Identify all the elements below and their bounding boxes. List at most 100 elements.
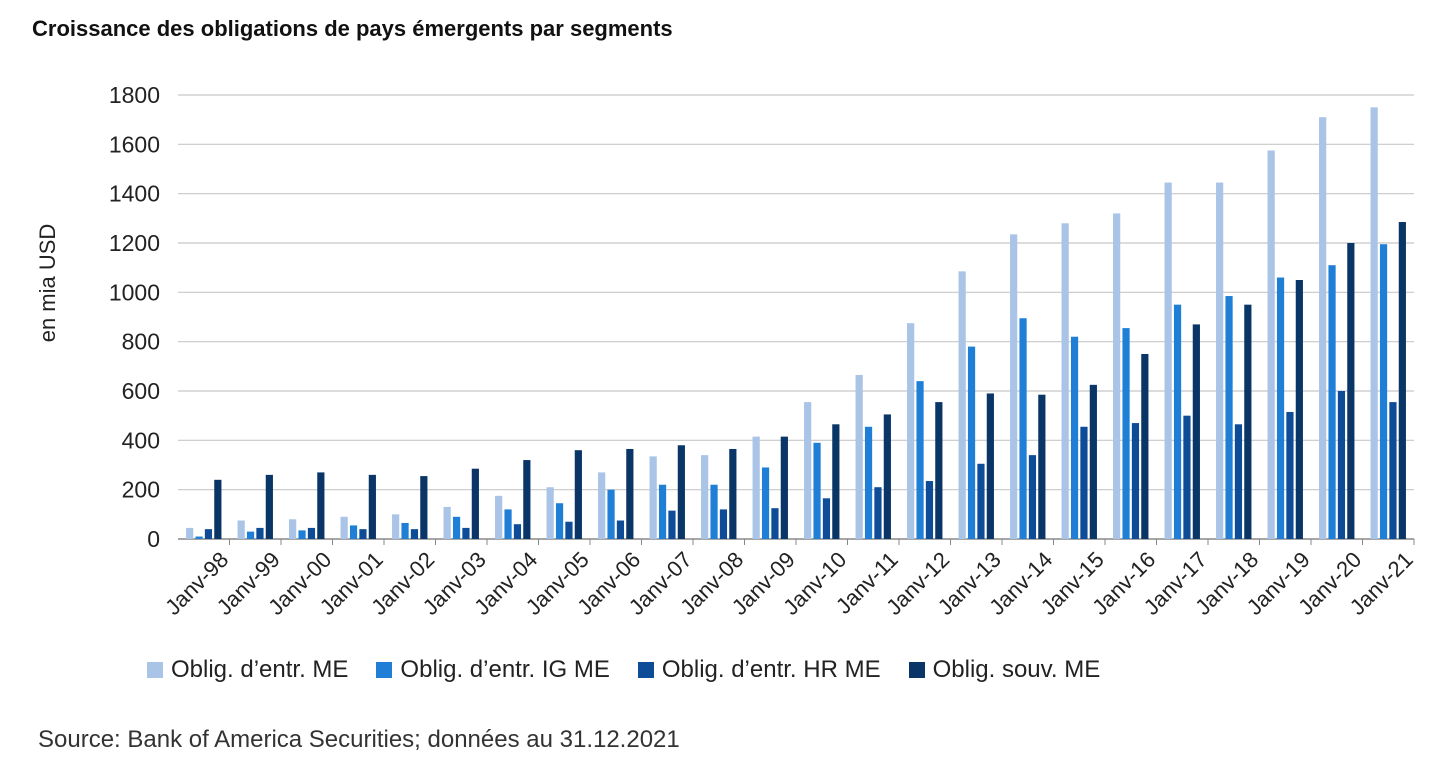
bar <box>1122 328 1130 539</box>
bar <box>265 474 273 539</box>
bar <box>1276 277 1285 539</box>
y-tick-label: 1000 <box>109 279 160 305</box>
legend-label: Oblig. souv. ME <box>932 656 1101 683</box>
legend: Oblig. d’entr. ME Oblig. d’entr. IG ME Obl… <box>147 656 1128 684</box>
bar <box>967 346 976 539</box>
bar <box>1244 304 1252 539</box>
bar <box>452 516 461 539</box>
bar <box>986 393 994 539</box>
source-note: Source: Bank of America Securities; donn… <box>38 726 680 753</box>
bar <box>710 484 718 539</box>
bar <box>392 514 400 539</box>
bar <box>555 503 564 539</box>
y-tick-label: 1600 <box>109 131 160 157</box>
legend-label: Oblig. d’entr. ME <box>171 656 349 683</box>
bar <box>1286 411 1294 539</box>
bar <box>495 495 503 539</box>
bar <box>307 527 316 539</box>
bar <box>1019 318 1027 539</box>
bar <box>195 536 203 539</box>
bar <box>1216 182 1224 540</box>
bar <box>864 426 873 539</box>
bar <box>1131 423 1140 539</box>
bar <box>822 498 831 539</box>
bar <box>1379 244 1388 539</box>
bar <box>1038 394 1046 539</box>
gridlines <box>178 94 1414 540</box>
bar <box>677 445 685 539</box>
bar <box>1192 324 1200 539</box>
bar <box>246 531 255 539</box>
legend-item: Oblig. souv. ME <box>908 656 1101 684</box>
bar <box>1319 117 1327 539</box>
bar <box>546 487 554 539</box>
bar <box>462 527 470 539</box>
bar <box>874 487 882 539</box>
bar <box>907 323 915 539</box>
bar <box>761 467 770 539</box>
bar <box>958 271 966 539</box>
bar <box>1370 107 1378 539</box>
bar <box>1398 222 1406 540</box>
legend-item: Oblig. d’entr. ME <box>147 656 348 684</box>
bar <box>1267 150 1275 539</box>
bar <box>1080 426 1088 539</box>
bar <box>1389 402 1397 539</box>
bar <box>1183 415 1191 539</box>
y-tick-label: 0 <box>147 526 160 552</box>
legend-swatch <box>376 662 393 678</box>
legend-item: Oblig. d’entr. IG ME <box>376 656 610 684</box>
bar <box>1010 234 1018 539</box>
bar <box>977 463 985 539</box>
bar <box>256 527 264 539</box>
bar <box>719 509 728 539</box>
bar <box>298 530 306 539</box>
legend-swatch <box>147 662 163 678</box>
legend-item: Oblig. d’entr. HR ME <box>637 656 881 684</box>
bar <box>729 448 737 539</box>
bar <box>832 424 840 539</box>
bar <box>925 481 934 539</box>
bar <box>443 506 451 539</box>
bar <box>340 516 348 539</box>
bar <box>626 448 634 539</box>
bar <box>1164 182 1172 540</box>
bar <box>1234 424 1243 539</box>
y-tick-label: 400 <box>122 427 160 453</box>
bar <box>1089 384 1097 539</box>
bar <box>855 374 863 539</box>
bar <box>1295 280 1303 539</box>
legend-swatch <box>908 662 925 678</box>
bar <box>804 402 812 539</box>
bar <box>513 524 522 539</box>
legend-label: Oblig. d’entr. IG ME <box>400 656 610 683</box>
bars <box>186 107 1406 540</box>
chart-title: Croissance des obligations de pays émerg… <box>32 16 673 41</box>
bar <box>1173 304 1182 539</box>
bar <box>701 455 709 539</box>
bar <box>1141 354 1149 539</box>
bar <box>616 520 625 539</box>
bar <box>1061 223 1069 539</box>
bar <box>780 436 788 539</box>
y-axis: 0 200 400 600 800 1000 1200 1400 1600 1800 <box>109 82 160 552</box>
bar <box>317 472 325 539</box>
bar <box>1028 455 1037 539</box>
bar <box>916 381 924 539</box>
y-tick-label: 1800 <box>109 82 160 108</box>
bar <box>771 508 779 539</box>
bar <box>752 436 760 539</box>
y-tick-label: 600 <box>122 378 160 404</box>
bar <box>607 489 615 539</box>
y-tick-label: 800 <box>122 329 160 355</box>
bar <box>668 510 676 539</box>
bar <box>204 529 213 539</box>
bar <box>214 479 222 539</box>
bar <box>935 402 943 539</box>
bar <box>1113 213 1121 539</box>
legend-swatch <box>637 662 654 678</box>
bar <box>237 520 245 539</box>
bar <box>1337 391 1346 539</box>
bar <box>574 450 582 539</box>
y-axis-label: en mia USD <box>35 224 60 343</box>
